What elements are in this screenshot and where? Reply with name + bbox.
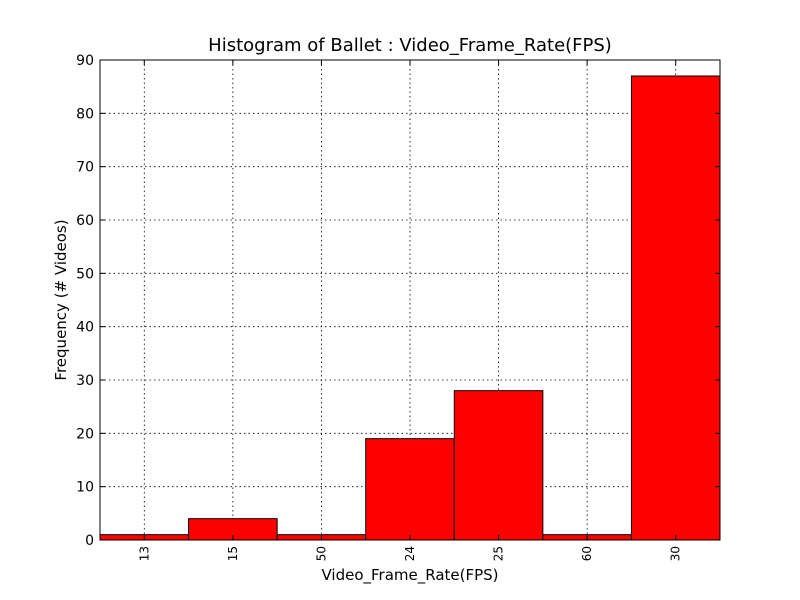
x-tick-label: 30 xyxy=(669,546,683,561)
x-tick-label: 15 xyxy=(226,546,240,561)
axis-ticks: 0 10 20 30 40 50 60 70 80 90 13 15 50 24 25 60 30 xyxy=(76,53,720,561)
bar-30 xyxy=(630,75,721,541)
x-tick-label: 13 xyxy=(137,546,151,561)
bar-24 xyxy=(365,438,455,541)
x-tick-label: 24 xyxy=(403,546,417,561)
y-tick-label: 10 xyxy=(76,480,94,496)
y-tick-label: 30 xyxy=(76,373,94,389)
x-axis-label: Video_Frame_Rate(FPS) xyxy=(321,566,498,585)
y-tick-label: 40 xyxy=(76,320,94,336)
y-tick-label: 20 xyxy=(76,426,94,442)
y-tick-label: 60 xyxy=(76,213,94,229)
y-tick-label: 0 xyxy=(85,533,94,549)
y-tick-label: 50 xyxy=(76,266,94,282)
bar-25 xyxy=(453,390,544,541)
y-tick-label: 80 xyxy=(76,106,94,122)
x-tick-label: 50 xyxy=(314,546,328,561)
bars xyxy=(99,75,721,541)
chart-title: Histogram of Ballet : Video_Frame_Rate(F… xyxy=(208,35,612,56)
y-axis-label: Frequency (# Videos) xyxy=(52,219,70,380)
y-tick-label: 90 xyxy=(76,53,94,69)
x-tick-label: 60 xyxy=(580,546,594,561)
x-tick-label: 25 xyxy=(492,546,506,561)
y-tick-label: 70 xyxy=(76,160,94,176)
